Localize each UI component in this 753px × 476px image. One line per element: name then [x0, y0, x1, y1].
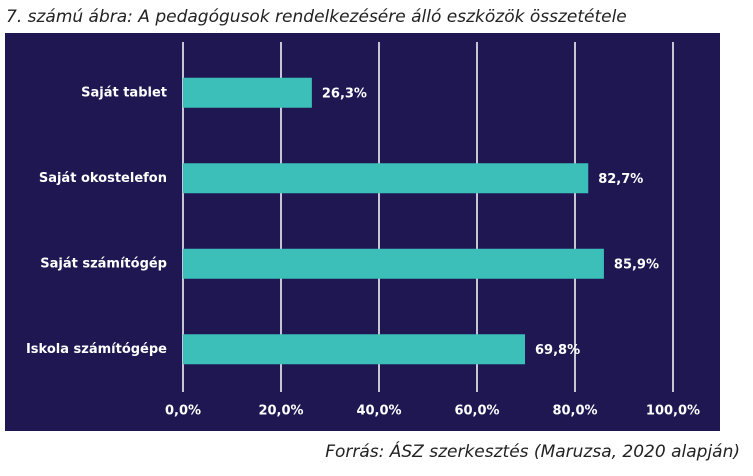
- chart-title: 7. számú ábra: A pedagógusok rendelkezés…: [6, 7, 627, 27]
- value-label: 85,9%: [614, 257, 659, 272]
- x-tick-label: 60,0%: [454, 404, 499, 419]
- value-label: 82,7%: [598, 172, 643, 187]
- bar: [183, 248, 604, 279]
- bar: [183, 77, 312, 108]
- value-label: 69,8%: [535, 343, 580, 358]
- x-tick-label: 100,0%: [646, 404, 700, 419]
- x-tick-label: 80,0%: [552, 404, 597, 419]
- x-tick-label: 20,0%: [258, 404, 303, 419]
- y-tick-label: Saját számítógép: [40, 256, 167, 271]
- y-tick-label: Iskola számítógépe: [26, 342, 167, 357]
- x-tick-label: 0,0%: [165, 404, 201, 419]
- bar: [183, 163, 589, 194]
- y-tick-label: Saját okostelefon: [39, 171, 167, 186]
- value-label: 26,3%: [322, 86, 367, 101]
- plot-background: [5, 33, 720, 431]
- bar: [183, 334, 526, 365]
- y-tick-label: Saját tablet: [81, 85, 167, 100]
- source-note: Forrás: ÁSZ szerkesztés (Maruzsa, 2020 a…: [325, 440, 740, 462]
- x-tick-label: 40,0%: [356, 404, 401, 419]
